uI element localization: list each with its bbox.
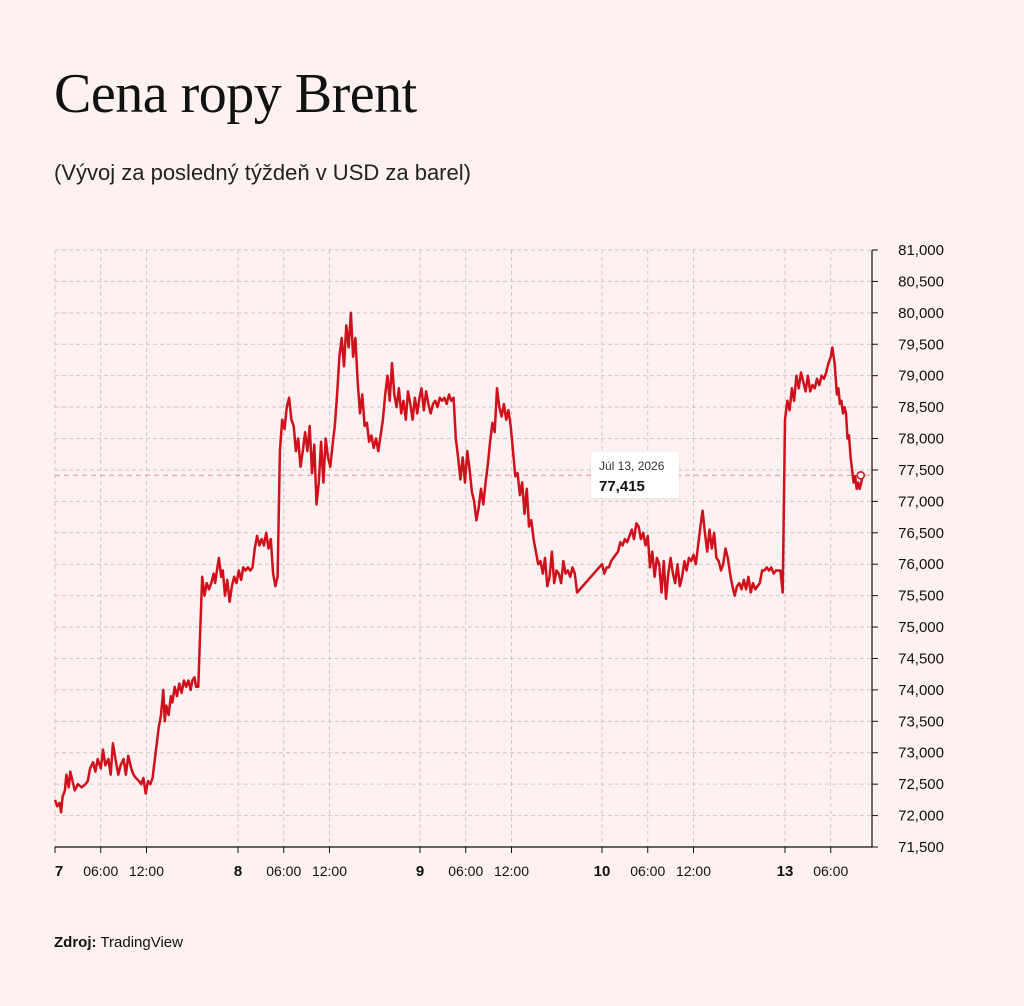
tooltip-value: 77,415	[599, 478, 645, 495]
x-tick-label: 9	[416, 863, 424, 880]
source-label: Zdroj:	[54, 934, 97, 951]
axes	[55, 250, 873, 848]
y-axis-ticks: 81,000 80,500 80,000 79,500 79,000 78,500 78,0…	[872, 242, 944, 856]
source-name: TradingView	[100, 934, 183, 951]
grid	[54, 249, 872, 848]
tooltip-date: Júl 13, 2026	[599, 459, 665, 473]
x-tick-label: 13	[777, 863, 794, 880]
y-tick-label: 77,000	[898, 493, 944, 510]
y-tick-label: 75,500	[898, 588, 944, 605]
price-tooltip: Júl 13, 2026 77,415	[591, 452, 679, 498]
y-tick-label: 73,000	[898, 745, 944, 762]
x-tick-label: 12:00	[312, 863, 347, 879]
y-tick-label: 77,500	[898, 462, 944, 479]
y-tick-label: 74,500	[898, 650, 944, 667]
y-tick-label: 74,000	[898, 682, 944, 699]
y-tick-label: 72,000	[898, 808, 944, 825]
y-tick-label: 76,500	[898, 525, 944, 542]
y-tick-label: 78,000	[898, 431, 944, 448]
y-tick-label: 75,000	[898, 619, 944, 636]
x-tick-label: 12:00	[676, 863, 711, 879]
x-tick-label: 06:00	[448, 863, 483, 879]
y-tick-label: 71,500	[898, 839, 944, 856]
chart-title: Cena ropy Brent	[54, 63, 417, 125]
y-tick-label: 79,000	[898, 368, 944, 385]
x-tick-label: 7	[55, 863, 63, 880]
x-tick-label: 8	[234, 863, 242, 880]
x-tick-label: 06:00	[83, 863, 118, 879]
price-line	[53, 311, 865, 814]
y-tick-label: 81,000	[898, 242, 944, 259]
current-price-marker	[856, 470, 866, 480]
y-tick-label: 79,500	[898, 336, 944, 353]
y-tick-label: 80,000	[898, 305, 944, 322]
y-tick-label: 73,500	[898, 713, 944, 730]
y-tick-label: 78,500	[898, 399, 944, 416]
chart-subtitle: (Vývoj za posledný týždeň v USD za barel…	[54, 160, 471, 185]
y-tick-label: 72,500	[898, 776, 944, 793]
x-tick-label: 06:00	[266, 863, 301, 879]
x-tick-label: 12:00	[494, 863, 529, 879]
y-tick-label: 76,000	[898, 556, 944, 573]
x-tick-label: 06:00	[813, 863, 848, 879]
x-tick-label: 12:00	[129, 863, 164, 879]
x-axis-ticks: 7 06:00 12:00 8 06:00 12:00 9 06:00 12:00 10 06:00…	[54, 847, 848, 880]
x-tick-label: 10	[594, 863, 611, 880]
source-note: Zdroj: TradingView	[54, 934, 183, 951]
y-tick-label: 80,500	[898, 273, 944, 290]
x-tick-label: 06:00	[630, 863, 665, 879]
